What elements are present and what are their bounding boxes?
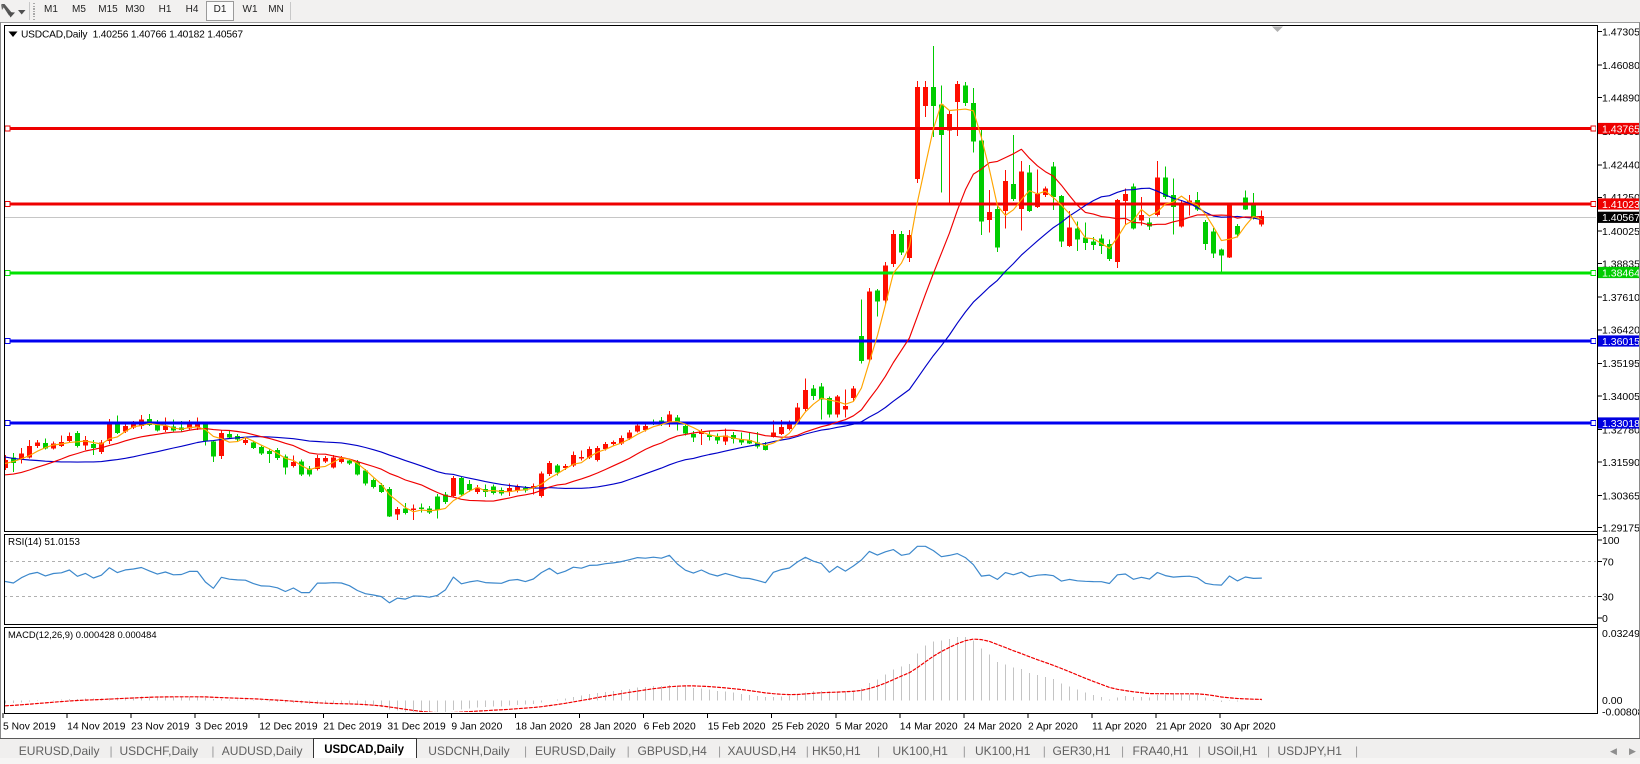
svg-text:1.44890: 1.44890 (1602, 93, 1640, 105)
svg-text:1.37610: 1.37610 (1602, 292, 1640, 304)
svg-text:25 Feb 2020: 25 Feb 2020 (772, 722, 830, 733)
svg-text:1.34005: 1.34005 (1602, 391, 1640, 403)
svg-text:9 Jan 2020: 9 Jan 2020 (451, 722, 502, 733)
svg-text:12 Dec 2019: 12 Dec 2019 (259, 722, 318, 733)
svg-text:0.032493: 0.032493 (1602, 628, 1640, 640)
svg-text:30 Apr 2020: 30 Apr 2020 (1220, 722, 1276, 733)
svg-text:5 Mar 2020: 5 Mar 2020 (836, 722, 888, 733)
svg-text:30: 30 (1602, 591, 1614, 603)
svg-text:14 Nov 2019: 14 Nov 2019 (67, 722, 126, 733)
svg-text:3 Dec 2019: 3 Dec 2019 (195, 722, 248, 733)
svg-text:1.42440: 1.42440 (1602, 160, 1640, 172)
svg-text:21 Dec 2019: 21 Dec 2019 (323, 722, 382, 733)
svg-text:23 Nov 2019: 23 Nov 2019 (131, 722, 190, 733)
svg-text:28 Jan 2020: 28 Jan 2020 (580, 722, 637, 733)
svg-text:1.40025: 1.40025 (1602, 226, 1640, 238)
svg-text:31 Dec 2019: 31 Dec 2019 (387, 722, 446, 733)
svg-text:1.29175: 1.29175 (1602, 522, 1640, 534)
svg-text:2 Apr 2020: 2 Apr 2020 (1028, 722, 1078, 733)
svg-text:1.30365: 1.30365 (1602, 491, 1640, 503)
svg-text:1.46080: 1.46080 (1602, 60, 1640, 72)
svg-text:70: 70 (1602, 556, 1614, 568)
svg-text:15 Feb 2020: 15 Feb 2020 (708, 722, 766, 733)
svg-text:1.41023: 1.41023 (1602, 199, 1640, 211)
svg-text:1.38464: 1.38464 (1602, 267, 1640, 279)
svg-text:24 Mar 2020: 24 Mar 2020 (964, 722, 1022, 733)
svg-text:0.00: 0.00 (1602, 695, 1623, 707)
svg-text:5 Nov 2019: 5 Nov 2019 (3, 722, 56, 733)
svg-text:1.33018: 1.33018 (1602, 418, 1640, 430)
svg-text:1.31590: 1.31590 (1602, 457, 1640, 469)
svg-text:-0.008086: -0.008086 (1602, 706, 1640, 718)
svg-text:1.40567: 1.40567 (1602, 212, 1640, 224)
svg-text:0: 0 (1602, 613, 1608, 625)
svg-text:1.36420: 1.36420 (1602, 325, 1640, 337)
svg-text:RSI(14) 51.0153: RSI(14) 51.0153 (8, 537, 80, 548)
svg-text:100: 100 (1602, 535, 1620, 547)
svg-text:6 Feb 2020: 6 Feb 2020 (644, 722, 696, 733)
svg-text:18 Jan 2020: 18 Jan 2020 (516, 722, 573, 733)
svg-text:1.43765: 1.43765 (1602, 123, 1640, 135)
svg-text:USDCAD,Daily 1.40256 1.40766: USDCAD,Daily 1.40256 1.40766 1.40182 1.4… (21, 30, 243, 41)
svg-text:MACD(12,26,9) 0.000428 0.00048: MACD(12,26,9) 0.000428 0.000484 (8, 629, 157, 640)
svg-text:1.47305: 1.47305 (1602, 26, 1640, 38)
svg-text:21 Apr 2020: 21 Apr 2020 (1156, 722, 1212, 733)
svg-text:11 Apr 2020: 11 Apr 2020 (1092, 722, 1147, 733)
svg-text:14 Mar 2020: 14 Mar 2020 (900, 722, 958, 733)
svg-text:1.35195: 1.35195 (1602, 358, 1640, 370)
svg-text:1.36015: 1.36015 (1602, 336, 1640, 348)
